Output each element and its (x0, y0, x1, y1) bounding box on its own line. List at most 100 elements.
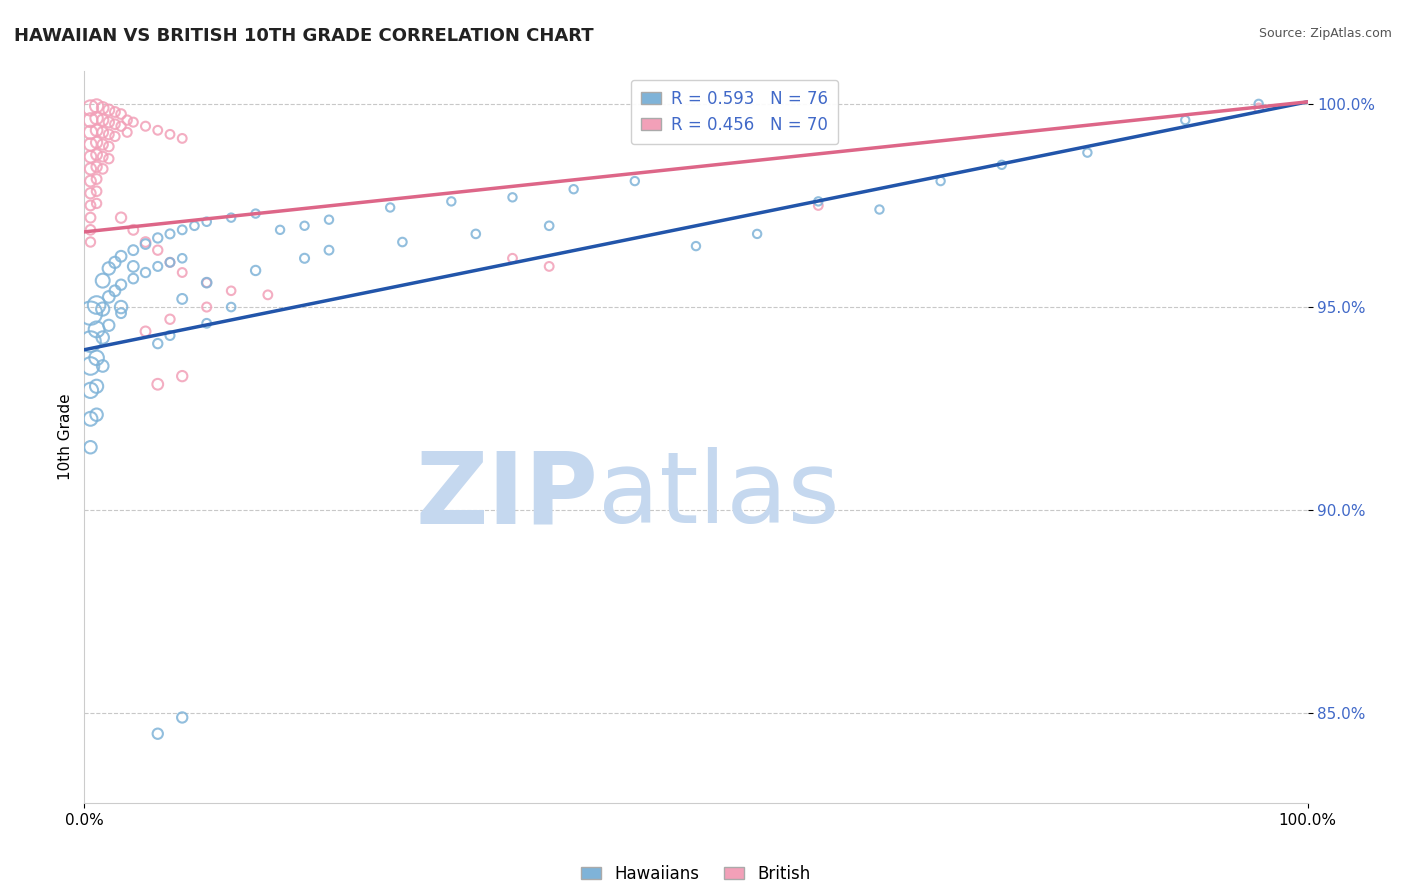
Point (219, 300, 242, 314)
Point (97, 139, 120, 153)
Point (122, 223, 145, 237)
Point (91, 302, 114, 317)
Point (86, 298, 108, 312)
Point (159, 312, 181, 326)
Point (195, 276, 218, 290)
Point (79, 440, 101, 454)
Point (624, 174, 647, 188)
Point (122, 243, 145, 257)
Point (685, 239, 707, 253)
Point (122, 115, 145, 129)
Point (86, 160, 108, 174)
Point (269, 223, 291, 237)
Point (380, 201, 402, 215)
Point (79, 125, 101, 139)
Point (1247, 96, 1270, 111)
Point (79, 101, 101, 115)
Point (464, 227, 486, 241)
Point (97, 261, 120, 276)
Point (135, 235, 157, 249)
Point (159, 227, 181, 241)
Point (172, 369, 194, 384)
Point (79, 150, 101, 164)
Point (104, 255, 127, 269)
Point (79, 235, 101, 249)
Point (1247, 101, 1270, 115)
Point (86, 123, 108, 137)
Point (86, 136, 108, 150)
Point (91, 359, 114, 373)
Text: atlas: atlas (598, 447, 839, 544)
Point (115, 113, 138, 128)
Point (219, 211, 242, 225)
Point (79, 359, 101, 373)
Point (172, 710, 194, 724)
Point (538, 219, 561, 233)
Point (135, 266, 157, 280)
Point (159, 328, 181, 343)
Point (219, 284, 242, 298)
Point (97, 115, 120, 129)
Point (97, 103, 120, 117)
Point (79, 186, 101, 201)
Point (97, 318, 120, 333)
Point (172, 223, 194, 237)
Point (79, 113, 101, 128)
Text: ZIP: ZIP (415, 447, 598, 544)
Point (86, 147, 108, 161)
Point (146, 123, 169, 137)
Point (257, 288, 280, 302)
Point (195, 215, 218, 229)
Text: HAWAIIAN VS BRITISH 10TH GRADE CORRELATION CHART: HAWAIIAN VS BRITISH 10TH GRADE CORRELATI… (14, 27, 593, 45)
Point (104, 284, 127, 298)
Point (294, 252, 316, 266)
Point (79, 306, 101, 320)
Point (86, 322, 108, 336)
Point (86, 99, 108, 113)
Point (86, 351, 108, 365)
Point (79, 174, 101, 188)
Point (86, 408, 108, 422)
Point (146, 243, 169, 257)
Point (104, 117, 127, 131)
Point (172, 252, 194, 266)
Point (86, 196, 108, 211)
Point (146, 231, 169, 245)
Point (79, 161, 101, 176)
Point (172, 266, 194, 280)
Point (807, 194, 830, 209)
Point (79, 223, 101, 237)
Point (747, 227, 769, 241)
Point (807, 198, 830, 212)
Point (159, 255, 181, 269)
Point (79, 211, 101, 225)
Point (110, 211, 132, 225)
Point (159, 128, 181, 142)
Point (104, 105, 127, 120)
Point (135, 237, 157, 252)
Point (91, 137, 114, 152)
Point (79, 412, 101, 426)
Point (135, 325, 157, 339)
Point (501, 252, 523, 266)
Point (501, 190, 523, 204)
Point (183, 219, 205, 233)
Point (79, 334, 101, 349)
Point (990, 158, 1012, 172)
Point (318, 243, 340, 257)
Point (79, 198, 101, 212)
Point (245, 263, 267, 277)
Point (115, 125, 138, 139)
Point (91, 101, 114, 115)
Point (110, 277, 132, 292)
Point (146, 727, 169, 741)
Point (1076, 145, 1098, 160)
Point (122, 271, 145, 285)
Point (91, 161, 114, 176)
Point (146, 260, 169, 274)
Point (538, 260, 561, 274)
Point (79, 137, 101, 152)
Point (869, 202, 891, 217)
Point (97, 128, 120, 142)
Point (91, 150, 114, 164)
